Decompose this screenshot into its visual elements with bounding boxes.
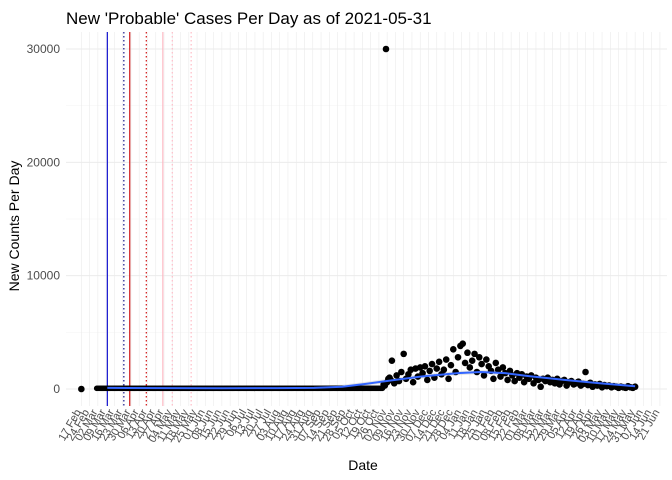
data-point <box>483 356 490 363</box>
data-point <box>424 376 431 384</box>
data-point <box>478 360 485 368</box>
data-point <box>504 376 511 384</box>
data-point <box>471 350 478 358</box>
data-point <box>445 375 452 383</box>
data-point <box>440 366 448 374</box>
data-point <box>388 357 396 364</box>
data-point <box>499 364 507 371</box>
data-point <box>421 363 429 370</box>
data-point <box>464 349 471 357</box>
data-point <box>480 372 488 379</box>
data-point <box>492 359 500 367</box>
data-point <box>426 367 433 375</box>
data-point <box>398 368 405 376</box>
y-axis-ticks: 0 10000 20000 30000 <box>27 42 61 396</box>
y-tick-label: 0 <box>53 382 60 396</box>
data-point <box>461 359 469 367</box>
smooth-line <box>107 370 636 390</box>
x-axis-label: Date <box>348 457 378 473</box>
smooth-line-layer <box>107 370 636 390</box>
data-point <box>447 361 455 369</box>
data-point <box>419 369 426 377</box>
data-point <box>530 380 537 387</box>
data-point <box>433 365 441 372</box>
y-tick-label: 20000 <box>27 155 61 169</box>
data-point <box>442 356 450 363</box>
data-point <box>400 350 407 358</box>
chart-title: New 'Probable' Cases Per Day as of 2021-… <box>66 9 432 28</box>
data-point <box>379 385 386 392</box>
data-point <box>468 357 476 364</box>
data-point <box>382 45 390 53</box>
reference-lines <box>106 32 192 406</box>
data-point <box>428 360 436 368</box>
data-point <box>393 372 400 379</box>
data-point <box>497 373 504 380</box>
data-point <box>582 368 589 376</box>
data-point <box>454 353 462 361</box>
data-point <box>409 378 417 386</box>
data-point <box>537 383 544 391</box>
data-point <box>511 377 518 385</box>
data-point <box>435 358 443 366</box>
data-point <box>490 375 497 383</box>
y-tick-label: 10000 <box>27 269 61 283</box>
data-point <box>449 346 457 353</box>
grid <box>66 32 667 406</box>
data-point <box>78 385 85 393</box>
y-tick-label: 30000 <box>27 42 61 56</box>
data-point <box>520 378 528 386</box>
data-point <box>475 353 483 361</box>
data-point <box>459 340 467 347</box>
y-axis-label: New Counts Per Day <box>6 161 22 292</box>
data-point <box>466 364 474 371</box>
